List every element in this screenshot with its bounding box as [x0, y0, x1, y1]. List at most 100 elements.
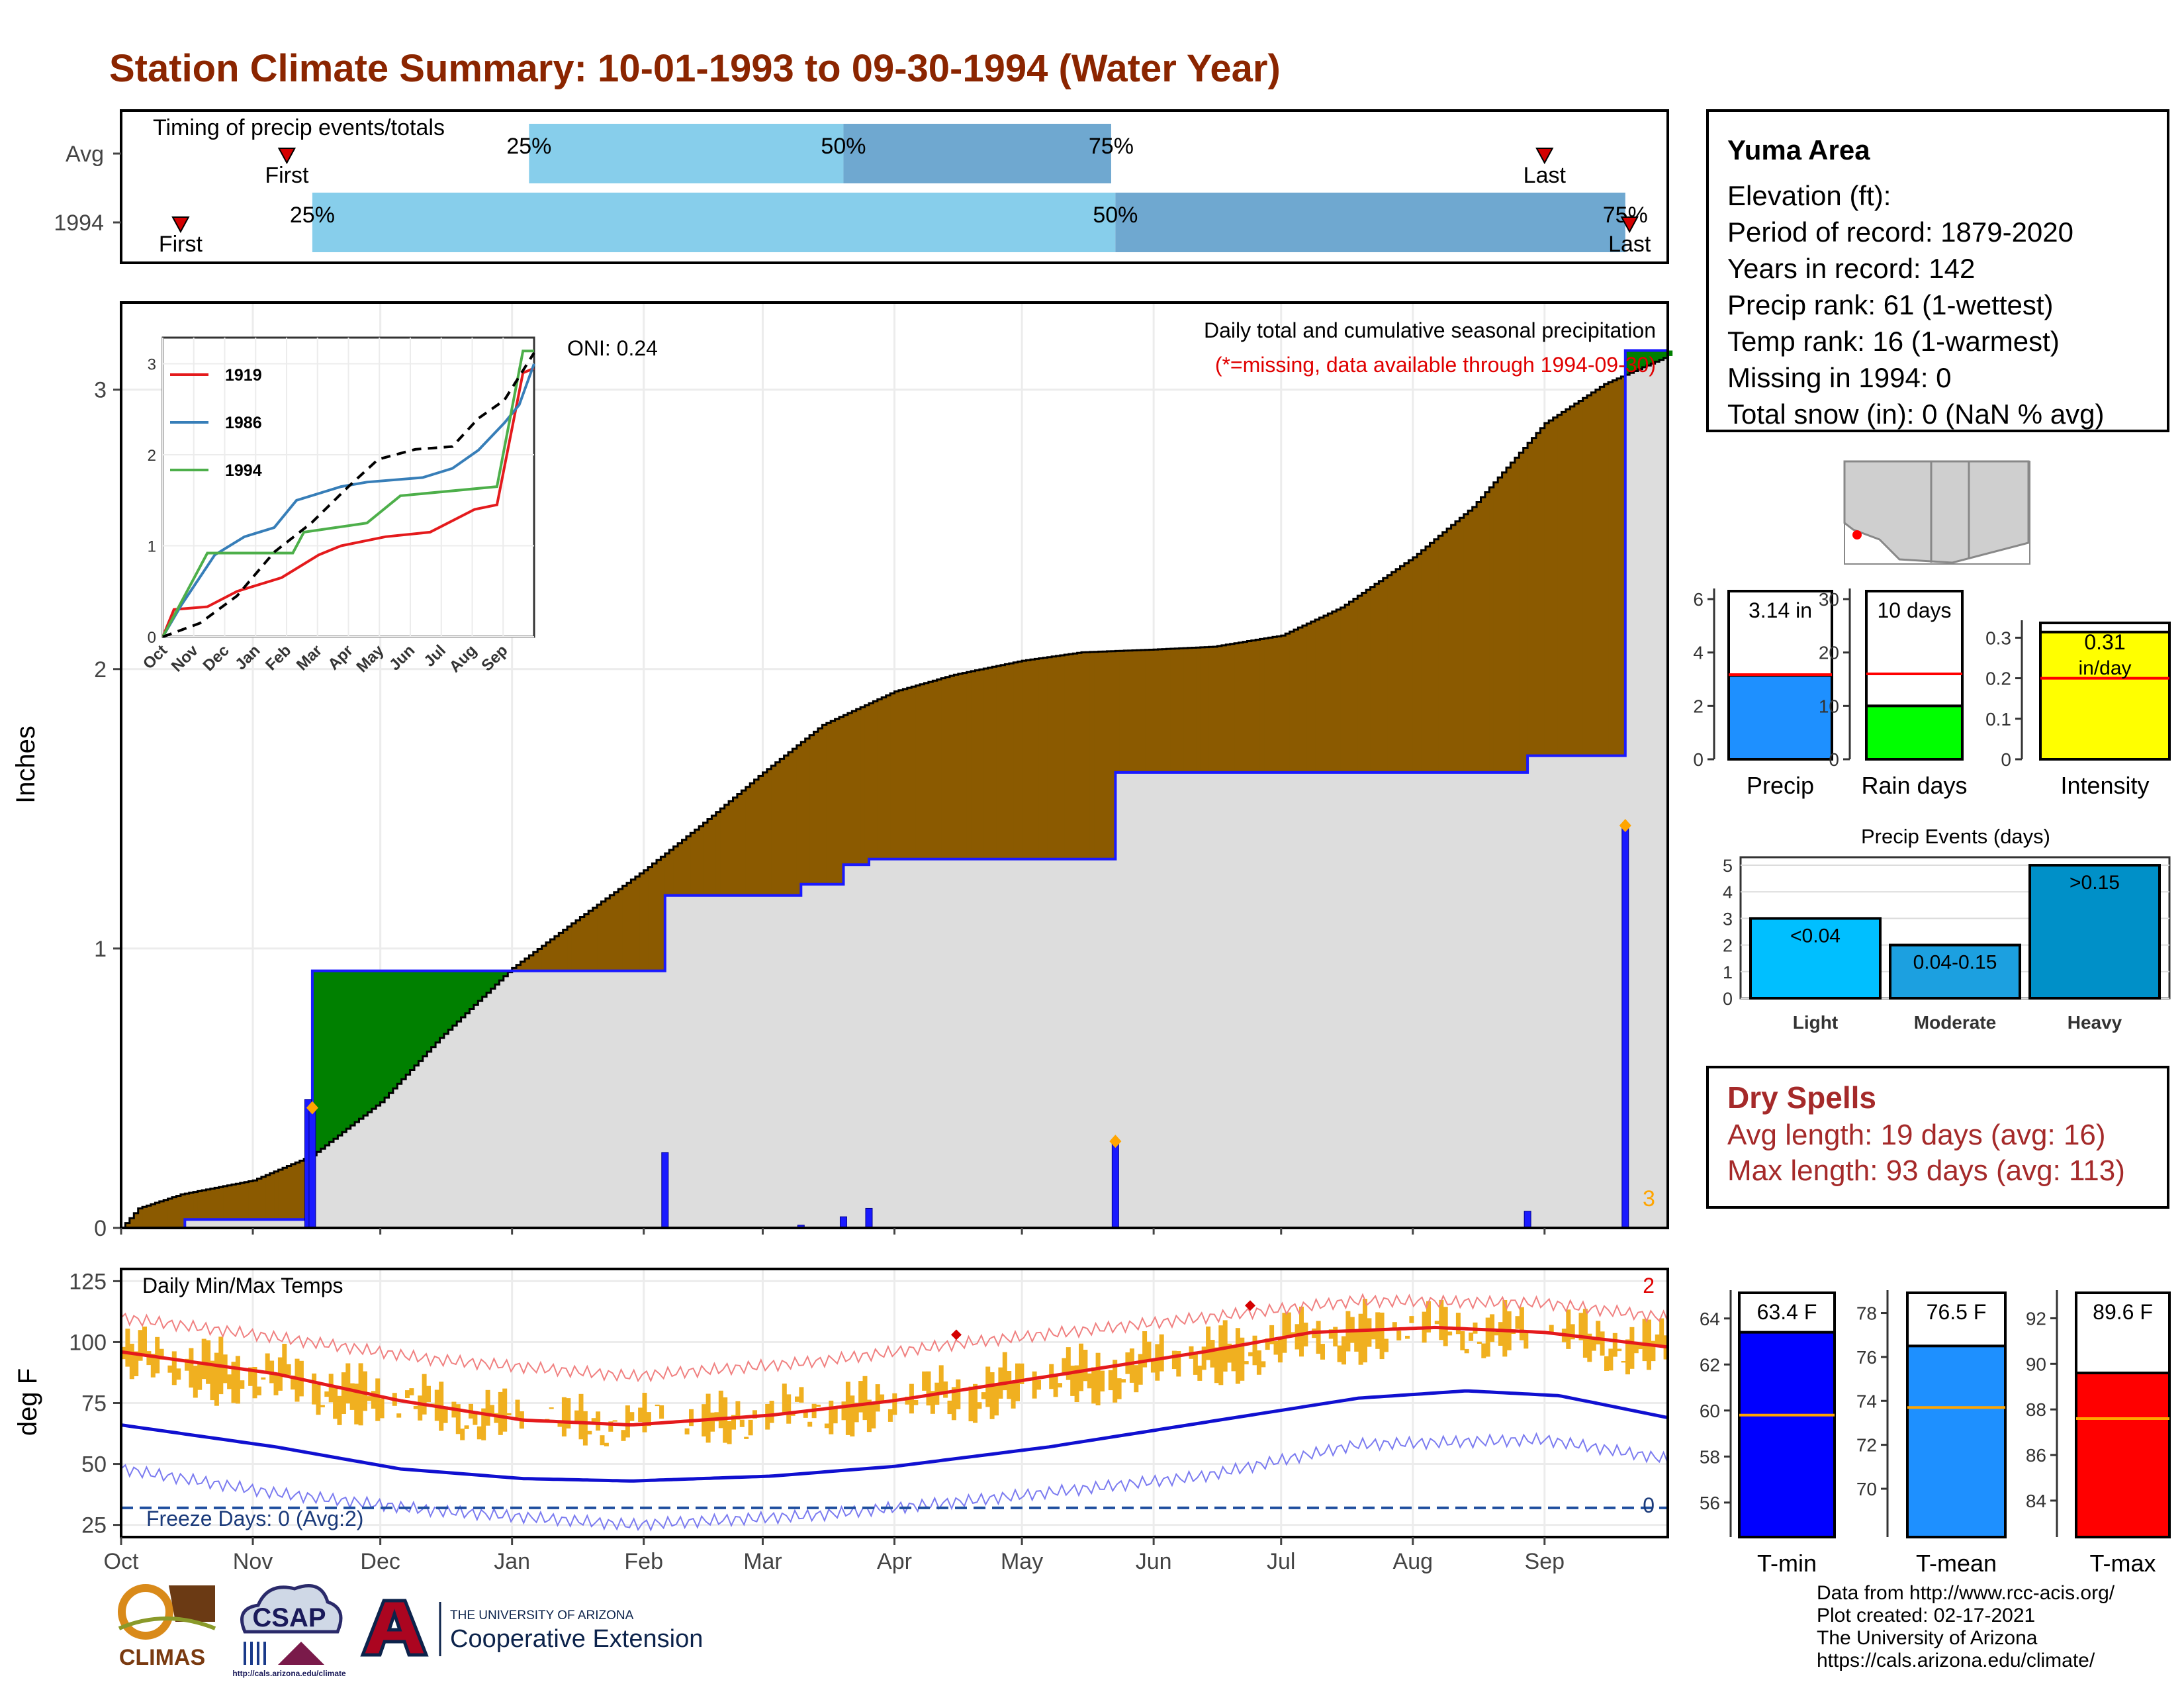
precip-deviation-band: [452, 970, 457, 1026]
events-x-label: Light: [1793, 1012, 1838, 1033]
dry-spells-max: Max length: 93 days (avg: 113): [1727, 1154, 2125, 1187]
daily-temp-bar: [328, 1374, 334, 1403]
precip-deviation-band: [1022, 661, 1027, 859]
events-y-tick-label: 3: [1723, 909, 1733, 929]
precip-deviation-band: [924, 682, 929, 859]
mini-bar-x-label: Precip: [1747, 772, 1814, 799]
daily-temp-bar: [561, 1397, 567, 1436]
daily-temp-bar: [1434, 1321, 1439, 1325]
precip-deviation-band: [766, 769, 772, 896]
daily-temp-bar: [710, 1412, 715, 1432]
precip-deviation-band: [1489, 487, 1494, 773]
mini-bar-x-label: T-mean: [1916, 1550, 1997, 1577]
daily-temp-bar: [956, 1379, 961, 1409]
precip-deviation-band: [363, 970, 369, 1115]
daily-precip-bar: [661, 1152, 669, 1229]
precip-deviation-band: [248, 1181, 253, 1220]
daily-temp-bar: [748, 1419, 753, 1436]
daily-temp-bar: [367, 1396, 372, 1401]
precip-deviation-band: [236, 1184, 241, 1220]
daily-temp-bar: [490, 1405, 494, 1416]
precip-deviation-band: [1659, 350, 1664, 360]
precip-deviation-band: [898, 690, 904, 859]
precip-deviation-band: [894, 691, 899, 859]
daily-temp-bar: [1379, 1312, 1385, 1360]
events-bar-label: 0.04-0.15: [1913, 952, 1997, 974]
daily-temp-bar: [1282, 1313, 1287, 1353]
timing-bar-25-50: [312, 193, 1116, 252]
precip-deviation-band: [571, 923, 576, 971]
precip-deviation-band: [1111, 651, 1116, 859]
temp-y-tick-label: 125: [69, 1269, 107, 1294]
precip-deviation-band: [657, 860, 662, 971]
daily-temp-bar: [418, 1395, 423, 1421]
daily-temp-bar: [167, 1365, 173, 1373]
state-locator-map: [1843, 460, 2030, 565]
precip-deviation-band: [1294, 630, 1299, 773]
precip-y-tick-label: 1: [94, 937, 107, 962]
daily-temp-bar: [1502, 1300, 1508, 1357]
daily-temp-bar: [413, 1405, 418, 1409]
record-count-label: 2: [1643, 1274, 1655, 1297]
daily-temp-bar: [1116, 1378, 1122, 1399]
daily-temp-bar: [1277, 1338, 1283, 1363]
credit-university: The University of Arizona: [1817, 1627, 2038, 1649]
precip-deviation-band: [495, 970, 500, 985]
daily-temp-bar: [1396, 1331, 1402, 1340]
precip-deviation-band: [490, 970, 496, 989]
daily-temp-bar: [833, 1406, 838, 1424]
month-tick-label: Oct: [104, 1549, 139, 1574]
precip-deviation-band: [134, 1213, 139, 1228]
normal-min-line: [120, 1389, 1668, 1483]
daily-temp-bar: [858, 1381, 864, 1413]
daily-temp-bar: [930, 1391, 935, 1414]
daily-temp-bar: [803, 1410, 808, 1418]
daily-temp-bar: [1447, 1331, 1453, 1336]
inset-y-tick-label: 1: [148, 538, 156, 556]
precip-deviation-band: [218, 1187, 224, 1220]
precip-deviation-band: [261, 1176, 267, 1220]
daily-temp-bar: [1265, 1338, 1270, 1350]
daily-temp-bar: [1062, 1358, 1067, 1376]
precip-deviation-band: [1140, 650, 1146, 773]
daily-temp-bar: [375, 1378, 381, 1421]
precip-deviation-band: [231, 1184, 237, 1220]
precip-deviation-band: [206, 1189, 211, 1220]
precip-deviation-band: [359, 970, 364, 1119]
daily-temp-bar: [981, 1392, 986, 1399]
daily-temp-bar: [1146, 1341, 1152, 1362]
precip-deviation-band: [745, 786, 751, 896]
precip-deviation-band: [1017, 661, 1023, 859]
daily-temp-bar: [1337, 1345, 1342, 1362]
daily-temp-bar: [1222, 1320, 1228, 1372]
daily-temp-bar: [134, 1351, 139, 1376]
daily-temp-bar: [1210, 1340, 1215, 1368]
precip-deviation-band: [729, 801, 734, 896]
daily-temp-bar: [1608, 1348, 1614, 1371]
daily-temp-bar: [515, 1399, 520, 1418]
precip-deviation-band: [1472, 506, 1477, 773]
daily-temp-bar: [1405, 1335, 1410, 1339]
daily-temp-bar: [1617, 1348, 1622, 1352]
precip-deviation-band: [1484, 492, 1490, 773]
daily-precip-bar: [1621, 825, 1629, 1229]
precip-deviation-band: [1205, 647, 1210, 773]
precip-deviation-band: [1638, 350, 1643, 369]
daily-temp-bar: [1007, 1371, 1012, 1399]
mini-bar-value: [2075, 1372, 2171, 1538]
dry-spells-avg: Avg length: 19 days (avg: 16): [1727, 1119, 2106, 1151]
mini-y-tick-label: 70: [1856, 1479, 1877, 1499]
precip-deviation-band: [397, 970, 402, 1084]
daily-temp-bar: [731, 1415, 736, 1430]
mini-y-tick-label: 6: [1693, 589, 1704, 610]
daily-temp-bar: [1328, 1329, 1334, 1339]
daily-temp-bar: [1485, 1317, 1490, 1357]
mini-bar-x-label: Rain days: [1861, 772, 1967, 799]
daily-temp-bar: [1455, 1313, 1461, 1335]
precip-deviation-band: [1587, 395, 1592, 756]
dry-spells-title: Dry Spells: [1727, 1080, 1876, 1115]
precip-deviation-band: [1183, 648, 1189, 773]
precip-deviation-band: [1455, 521, 1461, 773]
precip-deviation-band: [737, 794, 743, 896]
station-elevation: Elevation (ft):: [1727, 180, 1891, 211]
